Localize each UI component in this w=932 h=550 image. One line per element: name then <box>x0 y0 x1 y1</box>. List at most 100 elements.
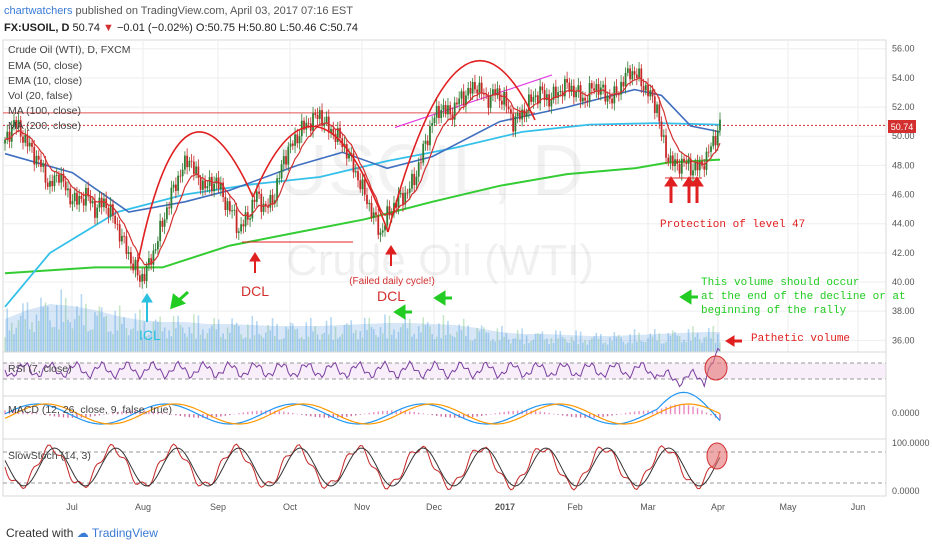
candles <box>4 61 721 289</box>
candle-body <box>73 192 76 202</box>
volume-bar <box>118 305 121 352</box>
arrow-pathetic <box>725 335 742 347</box>
volume-bar <box>476 328 478 352</box>
price-tick-label: 52.00 <box>892 102 915 112</box>
candle-body <box>590 83 593 89</box>
volume-bar <box>597 338 600 352</box>
volume-bar <box>525 335 528 352</box>
candle-body <box>703 165 706 170</box>
volume-bar <box>372 329 375 352</box>
stoch-pane-label[interactable]: SlowStoch (14, 3) <box>8 450 91 462</box>
volume-bar <box>388 315 391 352</box>
candle-body <box>179 175 182 177</box>
macd-hist-bar <box>319 414 321 418</box>
candle-body <box>685 161 688 164</box>
volume-bar <box>215 329 218 352</box>
tradingview-brand[interactable]: TradingView <box>91 526 158 540</box>
macd-hist-bar <box>373 412 375 415</box>
candle-body <box>174 184 177 191</box>
last-price-tag-text: 50.74 <box>891 122 914 132</box>
volume-bar <box>8 330 11 352</box>
macd-hist-bar <box>606 414 609 417</box>
volume-bar <box>384 314 386 352</box>
volume-bar <box>485 332 487 352</box>
macd-hist-bar <box>696 408 699 415</box>
volume-bar <box>429 326 431 352</box>
candle-body <box>525 111 528 117</box>
candle-body <box>96 207 99 218</box>
volume-bar <box>85 303 87 352</box>
candle-body <box>303 120 305 130</box>
volume-bar <box>195 338 197 352</box>
volume-bar <box>125 328 128 352</box>
candle-body <box>404 192 407 205</box>
volume-bar <box>91 329 94 352</box>
volume-bar <box>653 328 656 352</box>
stoch-100-tick: 100.0000 <box>892 438 930 448</box>
volume-bar <box>611 341 613 352</box>
candle-body <box>150 258 153 265</box>
legend-ema10[interactable]: EMA (10, close) <box>8 75 83 87</box>
candle-body <box>190 160 193 162</box>
price-tick-label: 42.00 <box>892 248 915 258</box>
volume-bar <box>683 339 685 352</box>
candle-body <box>125 236 128 254</box>
legend-ma200[interactable]: MA (200, close) <box>8 120 81 132</box>
volume-bar <box>620 337 622 352</box>
time-tick-label: Mar <box>640 502 656 512</box>
candle-body <box>375 212 377 216</box>
macd-hist-bar <box>665 406 667 415</box>
volume-bar <box>186 336 188 352</box>
macd-hist-bar <box>283 411 285 415</box>
candle-body <box>602 84 604 88</box>
candle-body <box>372 212 375 218</box>
volume-bar <box>442 315 445 352</box>
volume-bar <box>58 329 60 352</box>
rsi-pane-label[interactable]: RSI (7, close) <box>8 363 72 375</box>
symbol-name[interactable]: FX:USOIL, D <box>4 22 70 34</box>
candle-body <box>44 163 47 183</box>
macd-pane-label[interactable]: MACD (12, 26, close, 9, false, true) <box>8 404 172 416</box>
legend-ema50[interactable]: EMA (50, close) <box>8 60 83 72</box>
candle-body <box>456 102 458 105</box>
volume-bar <box>238 326 240 352</box>
tradingview-logo-icon[interactable]: ☁ <box>76 526 89 540</box>
macd-hist-bar <box>98 414 101 416</box>
macd-hist-bar <box>229 414 231 416</box>
author-link[interactable]: chartwatchers <box>4 5 73 17</box>
candle-body <box>298 136 301 144</box>
candle-body <box>94 201 96 218</box>
volume-bar <box>339 336 341 352</box>
volume-bar <box>37 320 40 352</box>
candle-body <box>172 184 175 188</box>
volume-bar <box>703 337 706 352</box>
macd-hist-bar <box>121 411 123 415</box>
volume-bar <box>408 318 411 352</box>
volume-bar <box>53 327 56 352</box>
legend-vol[interactable]: Vol (20, false) <box>8 90 73 102</box>
cycle-arc-2 <box>252 125 389 233</box>
volume-bar <box>474 338 476 352</box>
volume-bar <box>159 316 161 352</box>
candle-body <box>28 142 31 147</box>
volume-bar <box>674 331 676 352</box>
candle-body <box>89 196 92 204</box>
legend-ma100[interactable]: MA (100, close) <box>8 105 81 117</box>
volume-bar <box>656 340 658 352</box>
volume-bar <box>175 328 177 352</box>
stoch-d-line <box>4 447 721 487</box>
candle-body <box>642 86 645 91</box>
candle-body <box>291 143 294 146</box>
candle-body <box>6 131 9 140</box>
candle-body <box>188 160 191 168</box>
green-arrow-dcl2 <box>433 290 452 306</box>
volume-bar <box>204 338 206 352</box>
volume-bar <box>510 343 512 352</box>
candle-body <box>474 82 476 90</box>
candle-body <box>377 215 380 235</box>
macd-hist-bar <box>418 412 420 415</box>
macd-hist-bar <box>53 414 56 417</box>
candle-body <box>471 82 474 94</box>
volume-bar <box>325 320 328 352</box>
macd-hist-bar <box>332 414 334 418</box>
